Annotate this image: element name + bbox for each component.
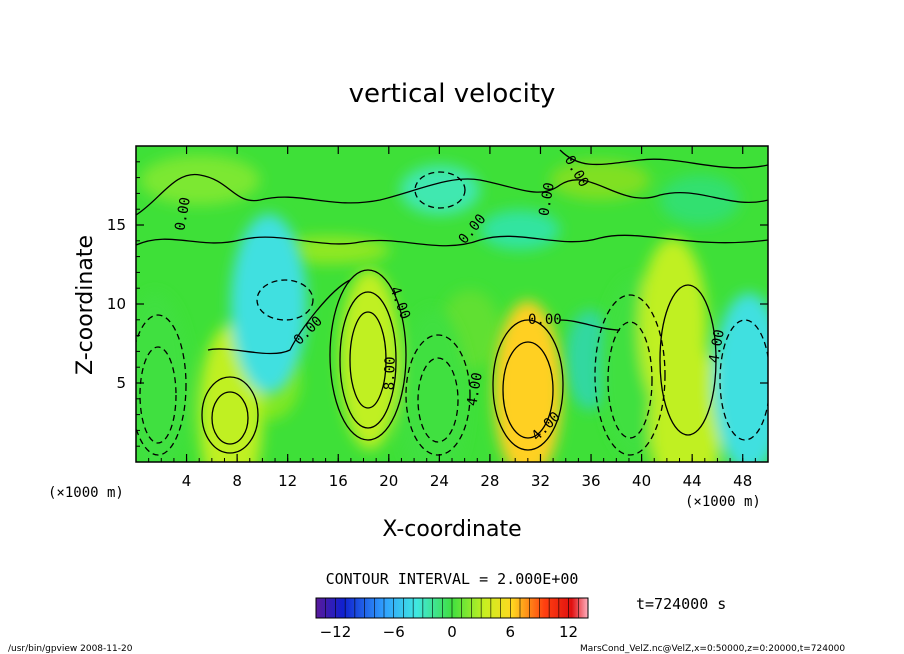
heatmap-cell-8-1 bbox=[713, 293, 768, 462]
colorbar-tick-label-3: 6 bbox=[506, 623, 516, 641]
contour-interval: CONTOUR INTERVAL = 2.000E+00 bbox=[326, 570, 579, 588]
x-tick-label-0: 4 bbox=[182, 472, 192, 490]
x-tick-label-5: 24 bbox=[430, 472, 449, 490]
x-tick-label-11: 48 bbox=[733, 472, 752, 490]
footer-left: /usr/bin/gpview 2008-11-20 bbox=[8, 644, 133, 654]
heatmap-cell-0-1 bbox=[136, 293, 189, 462]
x-tick-label-4: 20 bbox=[379, 472, 398, 490]
negative-contour-lines bbox=[136, 171, 768, 456]
contour-label-eight: 8.00 bbox=[382, 356, 399, 390]
colorbar-tick-label-4: 12 bbox=[559, 623, 578, 641]
heatmap-cell-2-1 bbox=[339, 269, 400, 450]
plot-area: 0.00 0.00 0.00 0.00 0.00 0.00 4.00 4.00 … bbox=[136, 146, 768, 462]
heatmap-cells bbox=[136, 214, 768, 462]
contour-label-four-3: 4.00 bbox=[464, 371, 486, 407]
heatmap-cell-9-1 bbox=[230, 214, 307, 394]
heatmap-cell-7-1 bbox=[649, 332, 722, 462]
x-unit-left: (×1000 m) bbox=[48, 485, 124, 501]
y-axis-label: Z-coordinate bbox=[73, 235, 98, 375]
y-tick-label-1: 10 bbox=[107, 295, 126, 313]
colorbar-tick-label-2: 0 bbox=[447, 623, 457, 641]
x-axis-label: X-coordinate bbox=[382, 517, 521, 542]
colorbar-ticks: −12 −6 0 6 12 bbox=[315, 598, 589, 641]
x-unit-right: (×1000 m) bbox=[685, 494, 761, 510]
contour-label-zero-6: 0.00 bbox=[536, 181, 558, 217]
y-tick-label-2: 15 bbox=[107, 216, 126, 234]
y-tick-label-0: 5 bbox=[116, 374, 126, 392]
time-label: t=724000 s bbox=[636, 595, 726, 613]
heatmap-cell-4-1 bbox=[493, 300, 562, 462]
x-tick-label-8: 36 bbox=[581, 472, 600, 490]
heatmap-cell-3-1 bbox=[399, 308, 468, 462]
contour-label-zero-1: 0.00 bbox=[172, 196, 194, 232]
x-tick-label-9: 40 bbox=[632, 472, 651, 490]
footer-right: MarsCond_VelZ.nc@VelZ,x=0:50000,z=0:2000… bbox=[580, 644, 845, 654]
contour-lines bbox=[136, 149, 768, 454]
contour-label-zero-3: 0.00 bbox=[528, 312, 562, 328]
x-axis-ticks: 4 8 12 16 20 24 28 32 36 40 44 48 bbox=[135, 146, 769, 490]
colorbar-tick-label-0: −12 bbox=[320, 623, 352, 641]
x-tick-label-1: 8 bbox=[232, 472, 242, 490]
x-tick-label-10: 44 bbox=[683, 472, 702, 490]
chart-title: vertical velocity bbox=[349, 79, 556, 109]
colorbar-tick-label-1: −6 bbox=[383, 623, 405, 641]
x-tick-label-7: 32 bbox=[531, 472, 550, 490]
y-axis-ticks: 5 10 15 bbox=[107, 145, 768, 463]
contour-label-four-4: 4.00 bbox=[706, 328, 728, 364]
x-tick-label-2: 12 bbox=[278, 472, 297, 490]
x-tick-label-6: 28 bbox=[480, 472, 499, 490]
x-tick-label-3: 16 bbox=[329, 472, 348, 490]
